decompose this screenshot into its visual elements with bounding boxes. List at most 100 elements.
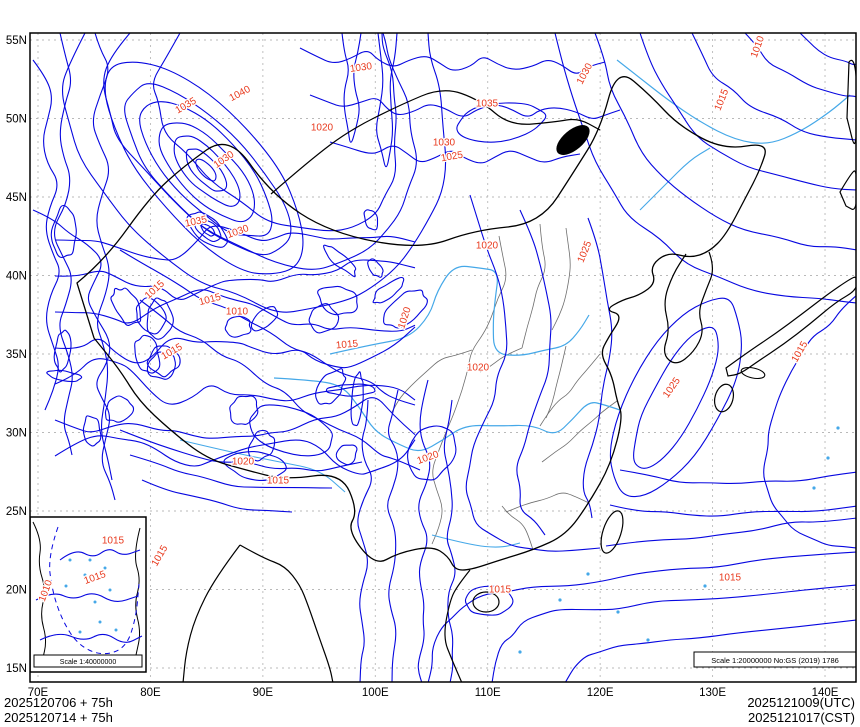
y-axis-label: 15N bbox=[6, 663, 27, 675]
cyan-islet-dot bbox=[646, 638, 650, 642]
x-axis-label: 70E bbox=[28, 687, 49, 699]
province-border bbox=[479, 347, 523, 373]
contour-label: 1020 bbox=[311, 123, 334, 134]
x-axis-label: 140E bbox=[812, 687, 839, 699]
contour-line bbox=[54, 33, 73, 456]
contour-loop bbox=[146, 345, 181, 378]
contour-loop bbox=[229, 395, 259, 425]
contour-line bbox=[387, 389, 399, 682]
contour-line bbox=[54, 358, 416, 405]
y-axis-label: 25N bbox=[6, 506, 27, 518]
contour-line bbox=[619, 469, 856, 485]
contour-loop bbox=[250, 306, 279, 332]
island-hokkaido bbox=[839, 170, 856, 210]
contour-loop bbox=[194, 218, 222, 243]
contour-loop bbox=[135, 297, 167, 335]
contour-loop bbox=[224, 315, 252, 338]
contour-line bbox=[54, 435, 416, 475]
contour-line bbox=[329, 141, 581, 164]
cyan-islet-dot bbox=[558, 598, 562, 602]
contour-line bbox=[763, 295, 856, 549]
coastline-china bbox=[76, 76, 766, 571]
contour-line bbox=[465, 194, 601, 552]
contour-loop bbox=[383, 289, 428, 329]
contour-loop bbox=[323, 244, 357, 278]
contour-label: 1015 bbox=[102, 536, 125, 547]
contour-line bbox=[119, 249, 416, 406]
river-yellow bbox=[329, 265, 590, 356]
y-axis-label: 35N bbox=[6, 349, 27, 361]
cyan-islet-dot bbox=[68, 558, 72, 562]
contour-loop bbox=[134, 334, 161, 374]
border-mongolia bbox=[270, 90, 601, 195]
province-border bbox=[521, 223, 546, 349]
coastline-myanmar bbox=[239, 544, 334, 682]
contour-line bbox=[141, 479, 293, 513]
contour-line bbox=[139, 299, 421, 471]
cyan-islet-dot bbox=[83, 573, 87, 577]
province-border bbox=[431, 389, 463, 545]
contour-label: 1015 bbox=[719, 573, 742, 584]
river-amur bbox=[616, 59, 851, 144]
province-border bbox=[551, 227, 571, 331]
cyan-islet-dot bbox=[616, 610, 620, 614]
contour-line bbox=[799, 33, 856, 66]
valid-time-utc: 2025121009(UTC) bbox=[747, 695, 855, 710]
contour-label: 1020 bbox=[476, 241, 499, 252]
contour-label: 1020 bbox=[467, 363, 490, 374]
contour-loop bbox=[104, 61, 304, 275]
inset-contour bbox=[39, 633, 143, 643]
inset-contour bbox=[35, 593, 139, 602]
map-layers: Scale 1:40000000 Scale 1:20000000 No:GS (… bbox=[30, 33, 856, 682]
x-axis-label: 100E bbox=[362, 687, 389, 699]
contour-line bbox=[357, 399, 372, 682]
contour-line bbox=[103, 33, 417, 270]
contour-line bbox=[582, 217, 613, 519]
contour-line bbox=[54, 289, 416, 332]
contour-line bbox=[605, 517, 856, 547]
contour-loop bbox=[173, 135, 241, 207]
contour-loop bbox=[325, 383, 376, 397]
contour-label: 1030 bbox=[349, 61, 373, 75]
footer-valid-times: 2025121009(UTC) 2025121017(CST) bbox=[747, 695, 855, 725]
contour-line bbox=[54, 225, 416, 261]
contour-label: 1015 bbox=[335, 339, 359, 352]
island-sakhalin bbox=[846, 59, 856, 145]
inset-coastline bbox=[32, 521, 47, 663]
coastline-korea bbox=[663, 251, 713, 364]
x-axis-label: 120E bbox=[587, 687, 614, 699]
contour-loop bbox=[609, 297, 742, 498]
x-axis-label: 90E bbox=[253, 687, 274, 699]
map-frame bbox=[29, 32, 857, 683]
province-border bbox=[501, 505, 534, 551]
island-shikoku bbox=[740, 366, 766, 380]
contour-loop bbox=[185, 148, 228, 192]
footer-init-times: 2025120706 + 75h 2025120714 + 75h bbox=[4, 695, 113, 725]
y-axis-label: 40N bbox=[6, 271, 27, 283]
contour-line bbox=[54, 326, 416, 369]
contour-line bbox=[554, 33, 856, 304]
y-axis-label: 20N bbox=[6, 585, 27, 597]
contour-line bbox=[32, 209, 116, 501]
contour-label: 1030 bbox=[433, 138, 456, 149]
contour-line bbox=[92, 33, 113, 481]
province-border bbox=[545, 345, 567, 419]
contour-line bbox=[299, 47, 606, 74]
island-honshu bbox=[725, 276, 856, 377]
contour-label: 1035 bbox=[476, 99, 499, 110]
province-border bbox=[539, 353, 601, 427]
cyan-islet-dot bbox=[93, 600, 97, 604]
contour-line bbox=[594, 33, 856, 251]
contour-label: 1010 bbox=[226, 307, 249, 318]
river-songhua bbox=[639, 147, 711, 211]
y-axis-label: 30N bbox=[6, 428, 27, 440]
cyan-islet-dot bbox=[78, 630, 82, 634]
cyan-islet-dot bbox=[812, 486, 816, 490]
contour-loop bbox=[407, 425, 457, 481]
contour-line bbox=[491, 584, 856, 682]
contour-line bbox=[564, 619, 856, 682]
province-border bbox=[541, 400, 618, 463]
province-border bbox=[505, 492, 590, 513]
